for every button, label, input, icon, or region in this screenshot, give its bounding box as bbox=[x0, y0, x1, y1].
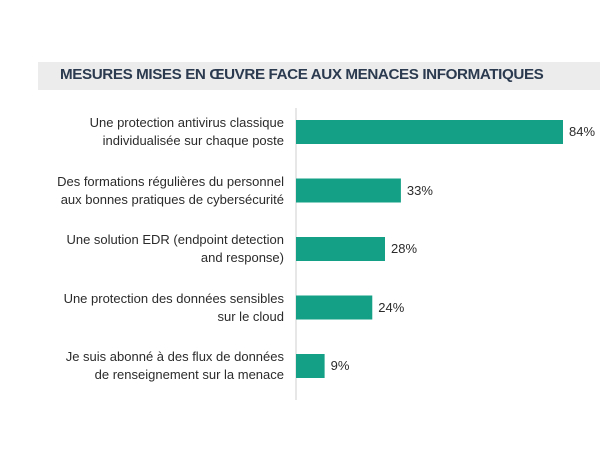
value-label-5: 9% bbox=[330, 358, 350, 373]
value-label-4: 24% bbox=[378, 299, 405, 315]
value-label-3: 28% bbox=[391, 241, 418, 256]
category-label-4: Une protection des données sensibles sur … bbox=[14, 290, 284, 326]
value-label-1: 84% bbox=[569, 124, 596, 139]
bar-2 bbox=[296, 178, 401, 203]
category-label-line: Une protection des données sensibles bbox=[63, 290, 284, 306]
category-label-line: Je suis abonné à des flux de données bbox=[65, 349, 284, 364]
value-label-2: 33% bbox=[406, 182, 433, 198]
bar-1 bbox=[296, 120, 563, 144]
category-label-line: sur le cloud bbox=[217, 308, 284, 324]
category-label-1: Une protection antivirus classique indivi… bbox=[14, 114, 284, 150]
category-label-line: Des formations régulières du personnel bbox=[57, 173, 284, 189]
category-label-line: individualisée sur chaque poste bbox=[102, 133, 284, 148]
bars bbox=[296, 120, 563, 378]
category-label-line: aux bonnes pratiques de cybersécurité bbox=[60, 191, 284, 207]
category-label-line: de renseignement sur la menace bbox=[94, 367, 284, 382]
category-label-5: Je suis abonné à des flux de données de r… bbox=[14, 348, 284, 384]
bar-4 bbox=[296, 295, 373, 320]
title-background bbox=[38, 62, 600, 90]
category-label-3: Une solution EDR (endpoint detection and … bbox=[14, 231, 284, 267]
category-label-2: Des formations régulières du personnel au… bbox=[14, 173, 284, 209]
bar-3 bbox=[296, 237, 385, 261]
bar-5 bbox=[296, 354, 325, 378]
category-label-line: Une protection antivirus classique bbox=[89, 115, 284, 130]
category-label-line: Une solution EDR (endpoint detection bbox=[66, 232, 284, 247]
category-label-line: and response) bbox=[200, 250, 284, 265]
chart-title: MESURES MISES EN ŒUVRE FACE AUX MENACES … bbox=[60, 66, 544, 83]
